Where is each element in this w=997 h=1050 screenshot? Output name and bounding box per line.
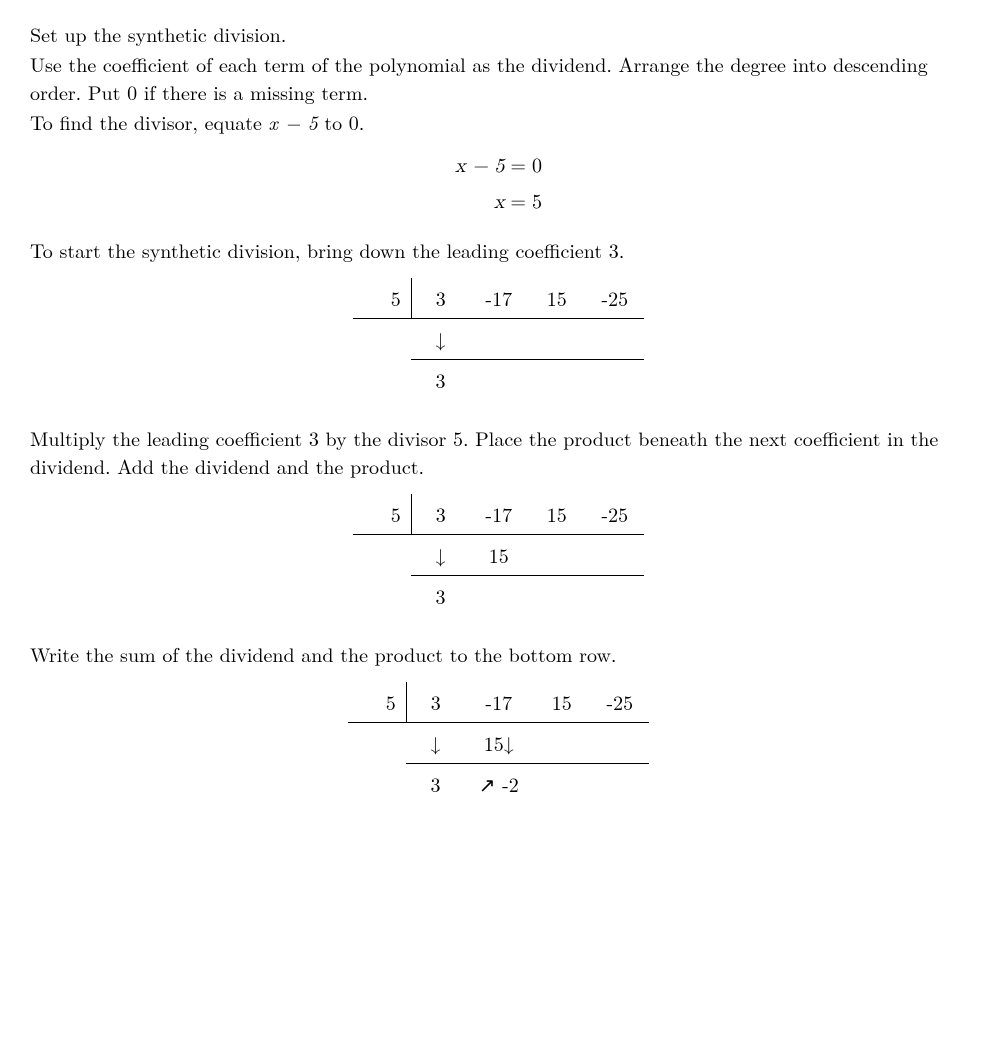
syn-mid — [533, 723, 591, 764]
syn-coef: 3 — [411, 278, 470, 319]
syn-coef: -17 — [465, 682, 533, 723]
syn-bot: 3 — [411, 576, 470, 617]
syn-mid: ↓ — [411, 535, 470, 576]
para-bring-down: To start the synthetic division, bring d… — [30, 236, 967, 264]
para-multiply: Multiply the leading coefficient 3 by th… — [30, 424, 967, 480]
syn-mid — [586, 535, 644, 576]
syn-bot — [528, 360, 586, 401]
syn-coef: 3 — [411, 494, 470, 535]
para-write-sum: Write the sum of the dividend and the pr… — [30, 640, 967, 668]
syn-coef: 15 — [528, 278, 586, 319]
syn-bot — [586, 360, 644, 401]
synthetic-division-3: 5 3 -17 15 -25 ↓ 15↓ 3 ↗ -2 — [30, 682, 967, 804]
syn-coef: 15 — [533, 682, 591, 723]
syn-mid: ↓ — [406, 723, 465, 764]
syn-coef: 3 — [406, 682, 465, 723]
syn-coef: -17 — [470, 494, 528, 535]
syn-bot — [586, 576, 644, 617]
inline-math: x − 5 — [269, 107, 318, 136]
syn-mid: ↓ — [411, 319, 470, 360]
syn-coef: -25 — [591, 682, 649, 723]
syn-bot — [533, 764, 591, 805]
text: To find the divisor, equate — [30, 107, 269, 136]
eq-lhs: x − 5 — [455, 152, 504, 180]
syn-coef: -25 — [586, 278, 644, 319]
syn-coef: -25 — [586, 494, 644, 535]
syn-divisor: 5 — [353, 278, 411, 319]
syn-mid — [528, 535, 586, 576]
syn-coef: 15 — [528, 494, 586, 535]
para-coeff-instr: Use the coefficient of each term of the … — [30, 50, 967, 106]
syn-mid: 15↓ — [465, 723, 533, 764]
syn-mid: 15 — [470, 535, 528, 576]
syn-bot — [528, 576, 586, 617]
para-setup: Set up the synthetic division. — [30, 20, 967, 48]
eq-equals: = — [510, 152, 526, 180]
syn-mid — [591, 723, 649, 764]
syn-coef: -17 — [470, 278, 528, 319]
syn-bot: ↗ -2 — [465, 764, 533, 805]
syn-divisor: 5 — [348, 682, 406, 723]
syn-mid — [470, 319, 528, 360]
syn-mid — [528, 319, 586, 360]
eq-equals: = — [510, 188, 526, 216]
eq-rhs: 0 — [532, 152, 542, 180]
syn-mid — [586, 319, 644, 360]
syn-bot: 3 — [406, 764, 465, 805]
syn-bot — [591, 764, 649, 805]
synthetic-division-1: 5 3 -17 15 -25 ↓ 3 — [30, 278, 967, 400]
text: to 0. — [318, 107, 365, 136]
syn-divisor: 5 — [353, 494, 411, 535]
syn-bot — [470, 576, 528, 617]
equation-block: x − 5 = 0 x = 5 — [30, 152, 967, 216]
synthetic-division-2: 5 3 -17 15 -25 ↓ 15 3 — [30, 494, 967, 616]
eq-rhs: 5 — [532, 188, 542, 216]
eq-lhs: x — [455, 188, 504, 216]
para-find-divisor: To find the divisor, equate x − 5 to 0. — [30, 108, 967, 136]
syn-bot: 3 — [411, 360, 470, 401]
syn-bot — [470, 360, 528, 401]
